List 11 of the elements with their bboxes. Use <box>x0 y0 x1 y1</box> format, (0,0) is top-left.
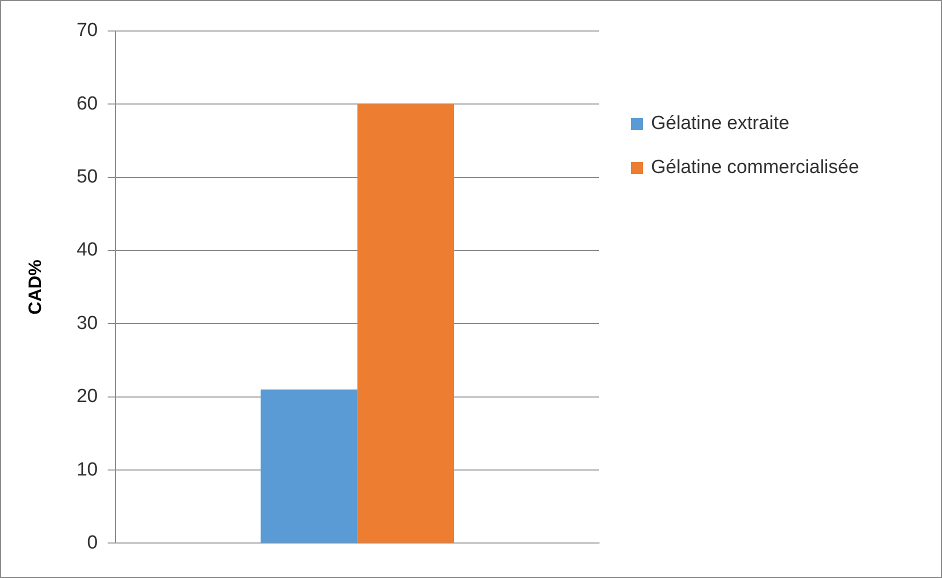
legend-label: Gélatine extraite <box>651 113 790 135</box>
y-axis-title: CAD% <box>24 260 45 315</box>
y-tick-label: 70 <box>76 20 98 42</box>
y-tick-label: 0 <box>87 532 98 554</box>
y-tick-label: 20 <box>76 386 98 408</box>
y-tick-label: 10 <box>76 459 98 480</box>
y-tick-label: 30 <box>76 312 98 334</box>
legend-label: Gélatine commercialisée <box>651 157 860 179</box>
y-tick-label: 60 <box>76 93 98 114</box>
y-tick-label: 40 <box>76 240 98 261</box>
y-tick-label: 50 <box>76 166 98 188</box>
